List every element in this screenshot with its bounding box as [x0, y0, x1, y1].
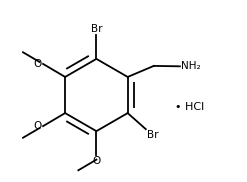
Text: NH₂: NH₂ — [181, 61, 201, 71]
Text: Br: Br — [91, 24, 102, 34]
Text: O: O — [92, 156, 101, 166]
Text: • HCl: • HCl — [175, 102, 204, 112]
Text: Br: Br — [147, 130, 158, 140]
Text: O: O — [33, 121, 41, 131]
Text: O: O — [33, 59, 41, 69]
